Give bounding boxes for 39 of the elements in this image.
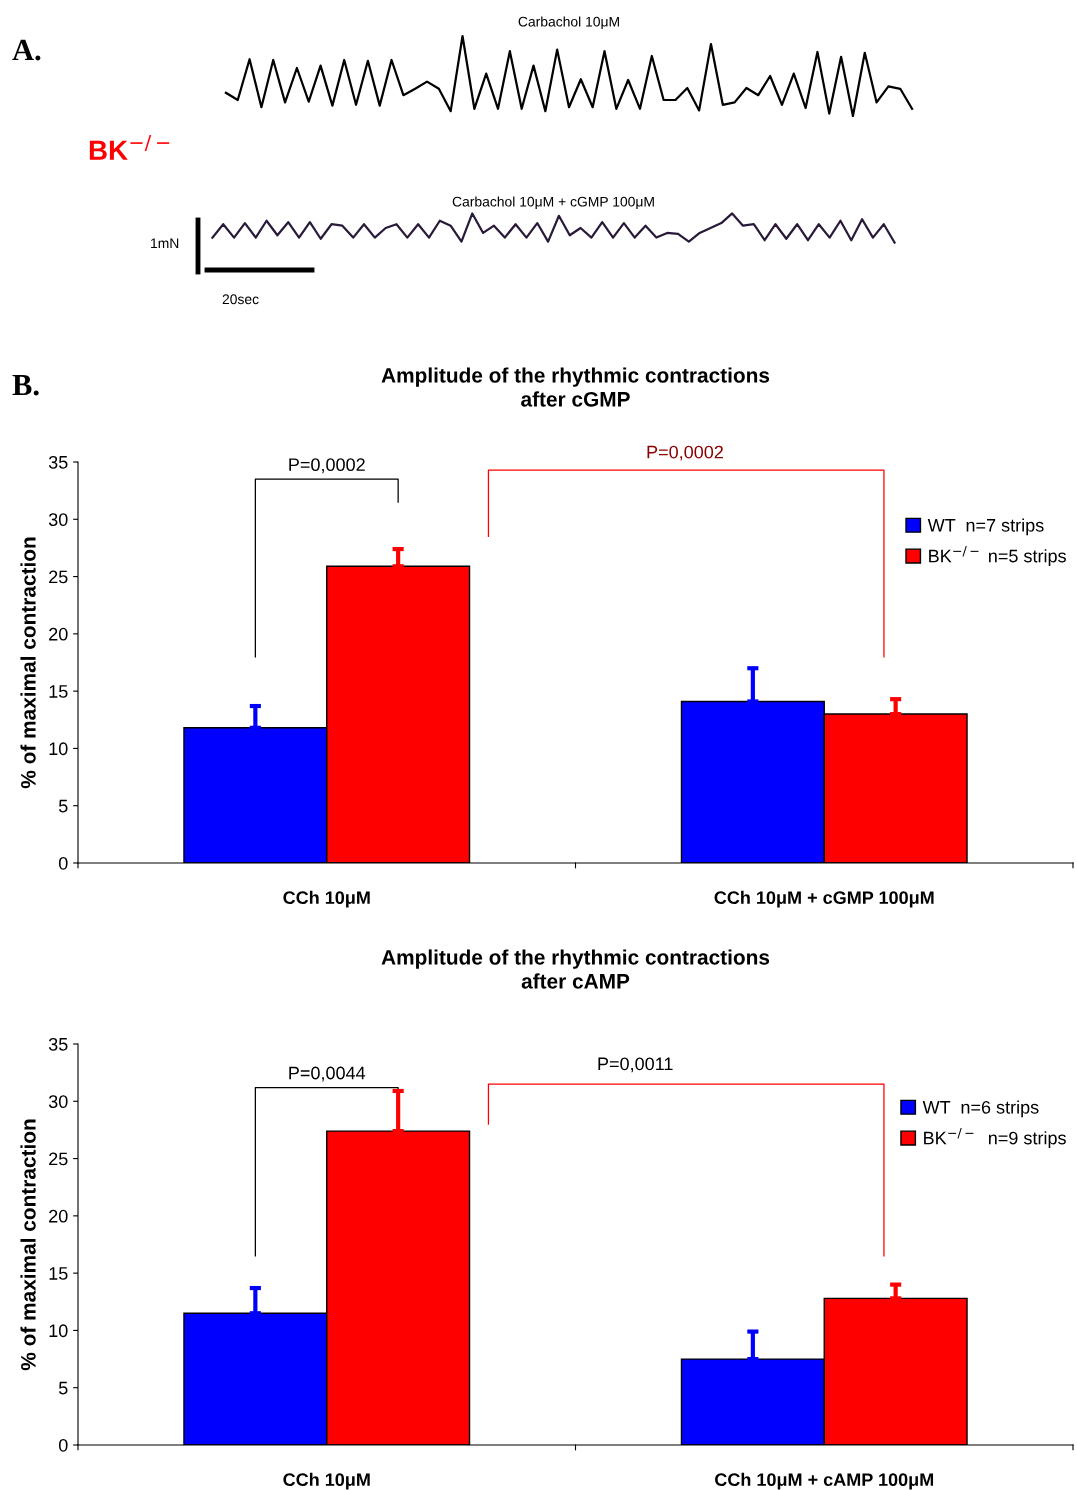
chart-title: Amplitude of the rhythmic contractions after cGMP bbox=[381, 367, 770, 407]
chart-title: Amplitude of the rhythmic contractions after cAMP bbox=[381, 949, 770, 989]
y-tick-label: 5 bbox=[58, 1381, 68, 1395]
y-tick-label: 20 bbox=[49, 627, 68, 641]
annotation: P=0,0011 bbox=[598, 1057, 673, 1073]
annotation: P=0,0044 bbox=[289, 1066, 366, 1082]
y-tick-label: 35 bbox=[48, 455, 68, 469]
y-tick-label: 10 bbox=[49, 742, 68, 756]
annotation: P=0,0002 bbox=[289, 458, 365, 474]
x-tick-label: CCh 10μM + cAMP 100μM bbox=[715, 1472, 934, 1490]
text: 1mN bbox=[151, 238, 179, 248]
y-tick-label: 0 bbox=[58, 856, 68, 870]
y-tick-label: 30 bbox=[48, 513, 68, 527]
text: BK$^{−/−}$ n=9 strips bbox=[924, 1128, 1066, 1148]
text: 20sec bbox=[222, 294, 259, 305]
text: BK$^{−/−}$ bbox=[89, 135, 170, 160]
text: A. bbox=[12, 39, 41, 61]
text: B. bbox=[12, 374, 39, 396]
legend-label: WT n=7 strips bbox=[927, 518, 1044, 536]
y-axis-title: % of maximal contraction bbox=[20, 537, 36, 789]
y-tick-label: 30 bbox=[48, 1095, 68, 1109]
y-tick-label: 25 bbox=[49, 1152, 68, 1166]
x-tick-label: CCh 10μM bbox=[283, 1472, 370, 1490]
y-tick-label: 25 bbox=[49, 570, 68, 584]
x-tick-label: CCh 10μM bbox=[283, 890, 370, 908]
chart-title: Carbachol 10μM bbox=[518, 16, 619, 30]
y-tick-label: 15 bbox=[49, 1267, 68, 1280]
y-tick-label: 0 bbox=[58, 1438, 68, 1452]
y-tick-label: 10 bbox=[49, 1324, 68, 1338]
y-tick-label: 5 bbox=[58, 799, 68, 813]
text: P=0,0002 bbox=[647, 445, 723, 461]
chart-title: Carbachol 10μM + cGMP 100μM bbox=[452, 196, 654, 210]
y-tick-label: 35 bbox=[48, 1037, 68, 1051]
y-tick-label: 15 bbox=[49, 685, 68, 698]
x-tick-label: CCh 10μM + cGMP 100μM bbox=[714, 890, 934, 908]
legend-label: WT n=6 strips bbox=[922, 1100, 1039, 1118]
y-tick-label: 20 bbox=[49, 1209, 68, 1223]
legend-label: BK$^{−/−}$ n=5 strips bbox=[929, 546, 1066, 566]
y-axis-title: % of maximal contraction bbox=[20, 1119, 36, 1371]
